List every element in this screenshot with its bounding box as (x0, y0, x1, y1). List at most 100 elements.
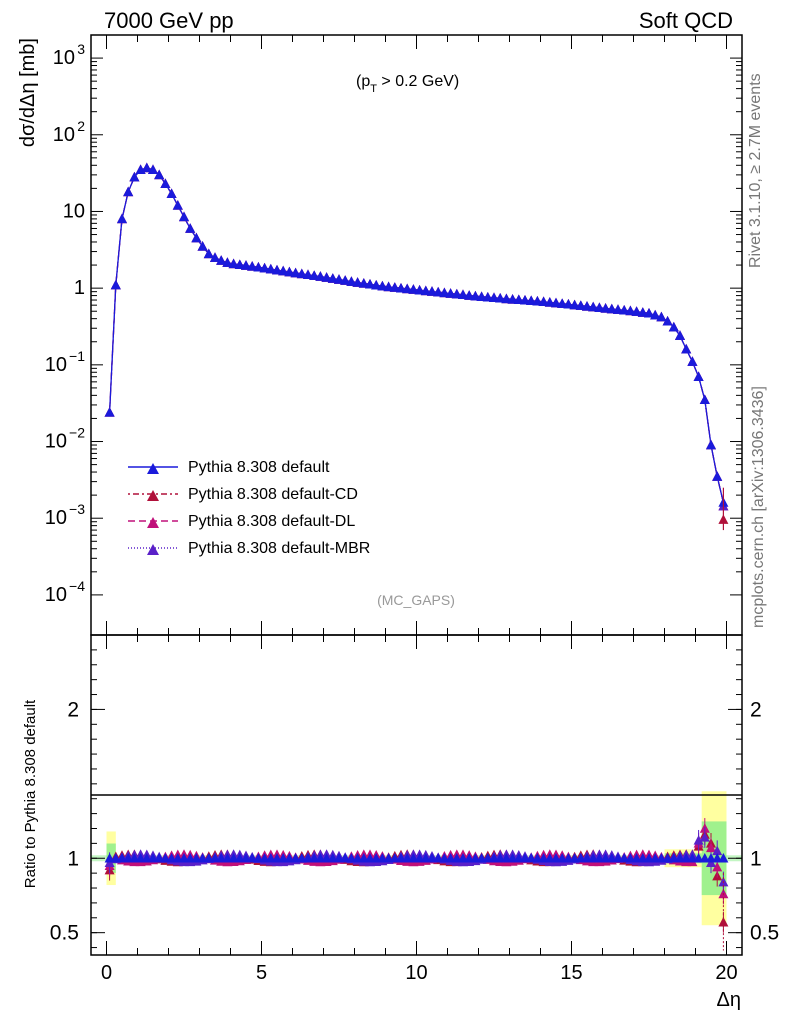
marker-default (185, 223, 196, 233)
marker-default (458, 289, 468, 300)
marker-default (389, 282, 400, 292)
marker-default (110, 279, 121, 290)
marker-default (681, 343, 692, 354)
marker-default (241, 260, 251, 270)
x-tick-label: 10 (405, 962, 427, 984)
legend-label-dl: Pythia 8.308 default-DL (188, 513, 355, 530)
legend-entry-mbr: Pythia 8.308 default-MBR (128, 540, 370, 557)
analysis-label: (MC_GAPS) (377, 592, 455, 608)
marker-default (179, 211, 189, 222)
ratio-plot: 0.5 0.51 12 20 5 10 15 20 (50, 634, 779, 984)
marker-default (464, 290, 475, 300)
marker-default (420, 285, 431, 296)
ratio-y-tick-label: 2 (67, 698, 79, 721)
marker-default (625, 305, 636, 316)
marker-default (290, 267, 301, 278)
marker-default (191, 232, 202, 243)
mcplots-label: mcplots.cern.ch [arXiv:1306.3436] (750, 386, 767, 628)
marker-default (365, 279, 375, 289)
ratio-y-tick-label-right: 0.5 (750, 922, 779, 945)
ratio-ylabel: Ratio to Pythia 8.308 default (22, 699, 39, 888)
marker-default (594, 302, 605, 312)
marker-default (706, 439, 716, 450)
marker-default (358, 278, 369, 288)
marker-default (154, 169, 165, 180)
marker-default (575, 300, 586, 310)
marker-default (662, 316, 673, 326)
legend: Pythia 8.308 default Pythia 8.308 defaul… (128, 459, 370, 557)
marker-default (402, 283, 413, 294)
marker-default (203, 248, 214, 259)
marker-default (569, 299, 580, 310)
marker-default (675, 330, 685, 340)
marker-default (513, 294, 524, 305)
marker-default (148, 164, 158, 174)
header-right: Soft QCD (639, 8, 733, 33)
marker-default (699, 394, 710, 405)
ratio-marker-mbr (693, 835, 704, 845)
marker-default (247, 261, 258, 271)
marker-default (216, 255, 227, 265)
main-ylabel: dσ/dΔη [mb] (17, 38, 39, 147)
marker-default (272, 264, 282, 275)
marker-default (619, 305, 630, 315)
x-tick-label: 15 (560, 962, 582, 984)
marker-default (172, 200, 183, 210)
marker-default (445, 288, 456, 298)
marker-default (321, 272, 332, 282)
y-tick-label: 10 3 (53, 41, 85, 69)
marker-default (123, 186, 134, 197)
marker-default (476, 291, 487, 301)
header-left: 7000 GeV pp (104, 8, 234, 33)
marker-default (482, 291, 493, 302)
ratio-y-tick-label-right: 2 (750, 698, 762, 721)
legend-marker-dl (147, 517, 159, 528)
marker-default (340, 275, 351, 285)
marker-default (160, 178, 171, 188)
marker-default (117, 213, 127, 224)
legend-marker-mbr (147, 544, 159, 555)
y-tick-label: 10 −3 (45, 501, 85, 529)
marker-default (631, 306, 642, 316)
marker-default (408, 284, 419, 294)
y-tick-label: 10 2 (53, 118, 85, 146)
y-tick-label: 10 −1 (45, 348, 85, 376)
marker-default (327, 273, 338, 283)
marker-default (668, 321, 679, 332)
x-axis-label: Δη (717, 989, 741, 1011)
ratio-marker-dl (712, 861, 723, 872)
ratio-y-tick-label-right: 1 (750, 847, 762, 870)
marker-default (433, 286, 444, 297)
marker-default (582, 301, 592, 311)
legend-label-mbr: Pythia 8.308 default-MBR (188, 540, 370, 557)
marker-default (371, 279, 382, 290)
ratio-y-tick-label: 0.5 (50, 922, 79, 945)
y-tick-label: 10 −4 (45, 578, 85, 606)
legend-marker-default (147, 463, 159, 474)
x-tick-label: 20 (715, 962, 737, 984)
rivet-label: Rivet 3.1.10, ≥ 2.7M events (747, 73, 764, 268)
marker-default (501, 293, 512, 304)
marker-default (712, 471, 723, 481)
marker-default (383, 281, 394, 292)
marker-default (606, 303, 617, 314)
marker-default (296, 268, 307, 279)
marker-default (489, 292, 499, 303)
marker-default (613, 304, 623, 314)
marker-default (234, 259, 245, 269)
marker-default (563, 299, 574, 309)
marker-default (278, 265, 289, 276)
marker-default (309, 270, 320, 280)
x-tick-label: 0 (101, 962, 112, 984)
marker-default (644, 308, 654, 318)
ratio-marker-mbr (712, 845, 723, 856)
marker-default (693, 371, 704, 381)
ratio-marker-mbr (699, 832, 710, 842)
y-tick-label: 1 (74, 277, 85, 299)
marker-default (538, 296, 549, 307)
marker-default (507, 294, 518, 304)
marker-default (451, 288, 462, 299)
marker-default (222, 257, 233, 267)
